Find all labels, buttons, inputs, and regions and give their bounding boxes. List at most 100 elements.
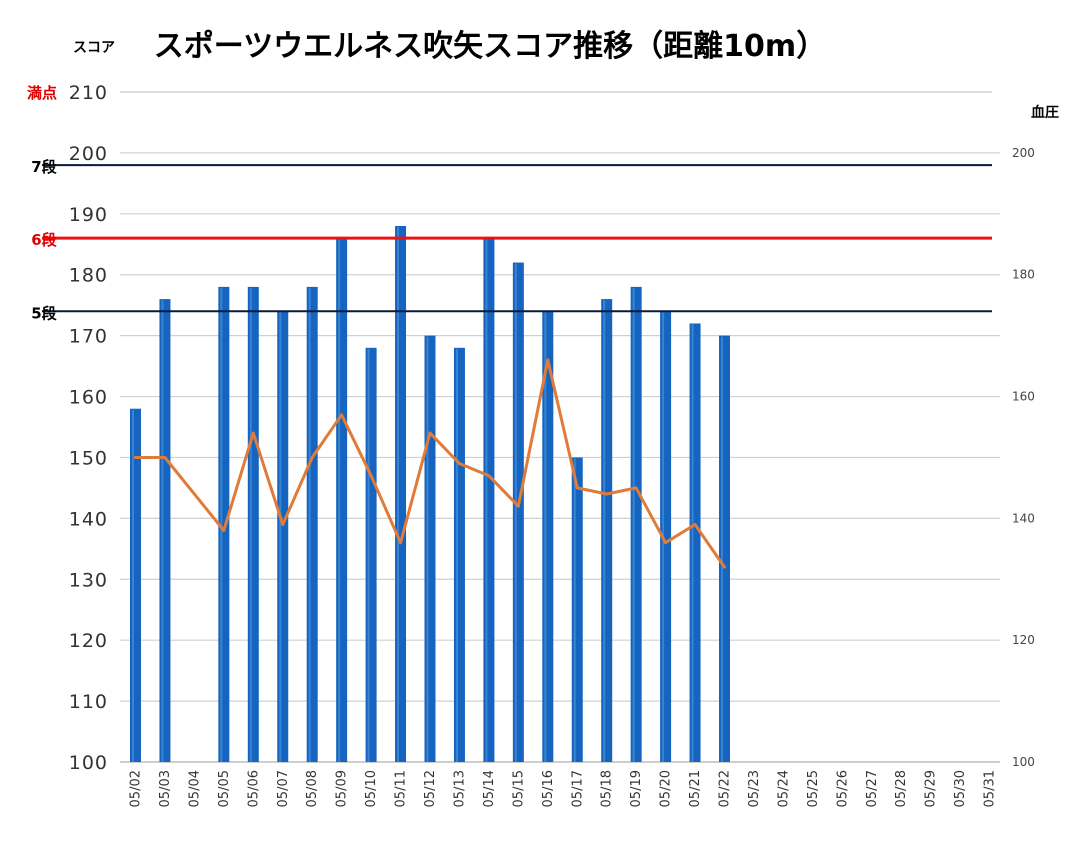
bar-highlight xyxy=(132,409,134,762)
x-tick-label: 05/06 xyxy=(246,770,261,807)
x-tick-label: 05/30 xyxy=(953,770,968,807)
y-tick-label: 160 xyxy=(69,387,108,409)
x-tick-label: 05/27 xyxy=(865,770,880,807)
bar-highlight xyxy=(397,227,400,762)
chart-title: スポーツウエルネス吹矢スコア推移（距離10m） xyxy=(154,29,826,64)
y-tick-label: 150 xyxy=(69,447,108,469)
line-point xyxy=(693,522,697,526)
bar xyxy=(424,335,436,762)
bar xyxy=(483,238,495,762)
bar xyxy=(277,311,289,762)
line-point xyxy=(399,541,403,545)
bar xyxy=(218,286,230,762)
bar-highlight xyxy=(485,239,488,762)
bar xyxy=(306,286,318,762)
bar xyxy=(630,286,642,762)
x-tick-label: 05/07 xyxy=(276,770,291,807)
bar xyxy=(542,311,554,762)
bar-highlight xyxy=(632,287,635,762)
x-tick-label: 05/08 xyxy=(305,770,320,807)
x-tick-label: 05/14 xyxy=(482,770,497,807)
reference-label: 6段 xyxy=(31,231,56,249)
x-tick-label: 05/20 xyxy=(659,770,674,807)
line-point xyxy=(310,455,314,459)
y2-tick-label: 100 xyxy=(1012,755,1035,769)
gridlines xyxy=(120,152,1000,763)
x-tick-label: 05/12 xyxy=(423,770,438,807)
x-tick-label: 05/26 xyxy=(835,770,850,807)
x-tick-label: 05/16 xyxy=(541,770,556,807)
bar xyxy=(719,335,730,762)
y-tick-label: 100 xyxy=(69,752,108,774)
x-tick-label: 05/18 xyxy=(600,770,615,807)
x-tick-label: 05/04 xyxy=(187,770,202,807)
line-point xyxy=(664,541,668,545)
bar xyxy=(336,238,348,762)
bar-highlight xyxy=(249,287,252,762)
bar-highlight xyxy=(426,336,429,762)
bar-highlight xyxy=(338,239,341,762)
y2-tick-label: 120 xyxy=(1012,633,1035,647)
x-tick-label: 05/17 xyxy=(570,770,585,807)
line-point xyxy=(369,474,373,478)
y-tick-label: 110 xyxy=(69,691,108,713)
line-point xyxy=(281,522,285,526)
reference-label: 5段 xyxy=(31,304,56,322)
line-point xyxy=(251,431,255,435)
bar xyxy=(689,323,701,762)
bar-highlight xyxy=(573,458,576,762)
line-point xyxy=(340,413,344,417)
y2-tick-label: 160 xyxy=(1012,390,1035,404)
bar-highlight xyxy=(161,300,164,762)
bar xyxy=(365,347,377,762)
y-tick-label: 120 xyxy=(69,630,108,652)
x-tick-label: 05/25 xyxy=(806,770,821,807)
reference-labels: 満点 7段 6段 5段 xyxy=(27,84,57,322)
x-tick-label: 05/22 xyxy=(718,770,733,807)
bar xyxy=(395,226,407,762)
y-tick-label: 170 xyxy=(69,326,108,348)
bar-series xyxy=(130,226,730,762)
x-tick-label: 05/28 xyxy=(894,770,909,807)
bar xyxy=(247,286,259,762)
bar-highlight xyxy=(544,312,547,762)
bar xyxy=(512,262,524,762)
line-point xyxy=(605,492,609,496)
bar-highlight xyxy=(721,336,723,762)
line-point xyxy=(134,455,137,459)
y-axis-title: スコア xyxy=(73,40,115,56)
line-point xyxy=(222,529,226,533)
bar xyxy=(453,347,465,762)
y-tick-label: 210 xyxy=(69,82,108,104)
line-point xyxy=(516,504,520,508)
line-point xyxy=(723,565,726,569)
reference-label: 7段 xyxy=(31,158,56,176)
x-tick-label: 05/15 xyxy=(511,770,526,807)
y-tick-label: 180 xyxy=(69,265,108,287)
line-point xyxy=(575,486,579,490)
x-tick-label: 05/13 xyxy=(452,770,467,807)
x-tick-label: 05/05 xyxy=(217,770,232,807)
y-tick-label: 190 xyxy=(69,204,108,226)
bar xyxy=(601,299,613,762)
x-tick-label: 05/02 xyxy=(129,770,144,807)
x-tick-label: 05/10 xyxy=(364,770,379,807)
x-tick-label: 05/03 xyxy=(158,770,173,807)
y2-axis-ticks: 100 120 140 160 180 200 xyxy=(1012,146,1035,769)
bar-highlight xyxy=(603,300,606,762)
y2-tick-label: 140 xyxy=(1012,511,1035,525)
line-point xyxy=(634,486,638,490)
x-tick-label: 05/24 xyxy=(776,770,791,807)
x-tick-label: 05/31 xyxy=(983,770,998,807)
bar-highlight xyxy=(220,287,223,762)
y-tick-label: 140 xyxy=(69,508,108,530)
line-point xyxy=(457,462,461,466)
line-point xyxy=(546,358,550,362)
x-tick-label: 05/23 xyxy=(747,770,762,807)
y-axis-ticks: 100 110 120 130 140 150 160 170 180 190 200 210 xyxy=(69,82,108,774)
x-axis-ticks: 05/02 05/03 05/04 05/05 05/06 05/07 05/08 05/09… xyxy=(129,770,998,807)
bar xyxy=(130,408,141,762)
bar-highlight xyxy=(455,348,458,762)
line-point xyxy=(487,474,491,478)
bar xyxy=(571,457,583,762)
